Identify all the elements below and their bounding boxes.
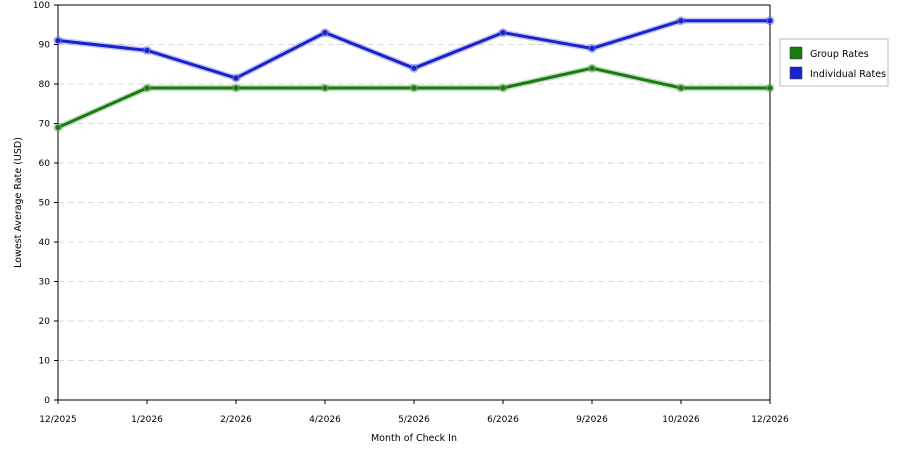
series-group-rates bbox=[53, 63, 775, 132]
y-tick-label: 60 bbox=[39, 159, 51, 169]
data-point bbox=[499, 84, 507, 92]
y-tick-label: 30 bbox=[39, 278, 51, 288]
data-point bbox=[143, 84, 151, 92]
data-point bbox=[54, 37, 62, 44]
y-tick-label: 0 bbox=[44, 396, 50, 406]
y-tick-label: 90 bbox=[39, 41, 51, 51]
data-point bbox=[410, 84, 418, 92]
y-tick-label: 40 bbox=[39, 238, 51, 248]
x-tick-label: 1/2026 bbox=[131, 415, 163, 425]
data-point bbox=[232, 84, 240, 92]
data-point bbox=[410, 64, 418, 72]
x-axis: 12/2025 1/2026 2/2026 4/2026 5/2026 6/2026 9/2… bbox=[39, 400, 789, 425]
y-tick-label: 20 bbox=[39, 317, 51, 327]
legend-swatch bbox=[789, 66, 803, 80]
grid-lines bbox=[58, 44, 770, 361]
y-tick-label: 70 bbox=[39, 120, 51, 130]
x-tick-label: 9/2026 bbox=[576, 415, 608, 425]
series-individual-rates bbox=[53, 16, 775, 83]
series-group bbox=[53, 16, 775, 132]
data-point bbox=[588, 64, 596, 72]
y-tick-label: 50 bbox=[39, 199, 51, 209]
data-point bbox=[232, 74, 240, 82]
y-axis-title: Lowest Average Rate (USD) bbox=[13, 137, 24, 268]
y-tick-label: 100 bbox=[33, 1, 50, 11]
legend-label: Group Rates bbox=[810, 49, 869, 60]
data-point bbox=[588, 45, 596, 52]
series-line bbox=[57, 66, 770, 129]
x-tick-label: 6/2026 bbox=[487, 415, 519, 425]
legend-swatch bbox=[789, 46, 803, 60]
data-point bbox=[766, 84, 774, 92]
legend: Group Rates Individual Rates bbox=[779, 38, 889, 87]
data-point bbox=[54, 124, 62, 131]
x-tick-label: 5/2026 bbox=[398, 415, 430, 425]
legend-label: Individual Rates bbox=[810, 69, 886, 80]
x-tick-label: 12/2026 bbox=[751, 415, 789, 425]
y-tick-label: 80 bbox=[39, 80, 51, 90]
y-tick-label: 10 bbox=[39, 357, 51, 367]
y-axis: 0 10 20 30 40 50 60 70 80 90 100 bbox=[33, 1, 58, 406]
data-point bbox=[321, 29, 329, 37]
x-tick-label: 12/2025 bbox=[39, 415, 76, 425]
data-point bbox=[499, 29, 507, 37]
data-point bbox=[143, 47, 151, 54]
x-tick-label: 10/2026 bbox=[662, 415, 700, 425]
data-point bbox=[677, 84, 685, 92]
data-point bbox=[766, 17, 774, 25]
x-axis-title: Month of Check In bbox=[371, 433, 457, 444]
data-point bbox=[677, 17, 685, 25]
data-point bbox=[321, 84, 329, 92]
x-tick-label: 2/2026 bbox=[220, 415, 252, 425]
series-line-halo bbox=[56, 65, 770, 131]
x-tick-label: 4/2026 bbox=[309, 415, 341, 425]
